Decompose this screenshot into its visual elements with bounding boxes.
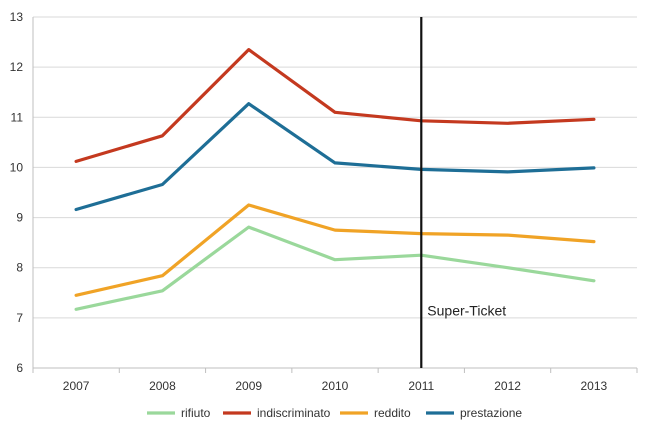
y-tick-label: 12: [10, 60, 24, 74]
legend-label-indiscriminato: indiscriminato: [257, 406, 331, 420]
x-tick-label: 2011: [408, 379, 434, 393]
y-tick-label: 8: [16, 261, 23, 275]
x-tick-label: 2007: [63, 379, 90, 393]
x-tick-label: 2013: [581, 379, 608, 393]
y-tick-label: 7: [16, 311, 23, 325]
series-line-reddito: [74, 203, 596, 297]
x-tick-label: 2009: [235, 379, 262, 393]
y-tick-label: 11: [11, 110, 24, 124]
legend-label-prestazione: prestazione: [460, 406, 522, 420]
series-line-indiscriminato: [74, 47, 596, 163]
x-tick-label: 2008: [149, 379, 176, 393]
x-tick-label: 2012: [494, 379, 521, 393]
annotation-label: Super-Ticket: [427, 302, 506, 318]
y-tick-label: 6: [16, 361, 23, 375]
legend-label-reddito: reddito: [374, 406, 411, 420]
series-line-rifiuto: [74, 225, 596, 311]
y-tick-label: 10: [10, 160, 24, 174]
legend-label-rifiuto: rifiuto: [181, 406, 211, 420]
y-tick-label: 13: [10, 10, 24, 24]
y-tick-label: 9: [16, 211, 23, 225]
series-line-prestazione: [74, 102, 596, 212]
x-tick-label: 2010: [322, 379, 349, 393]
